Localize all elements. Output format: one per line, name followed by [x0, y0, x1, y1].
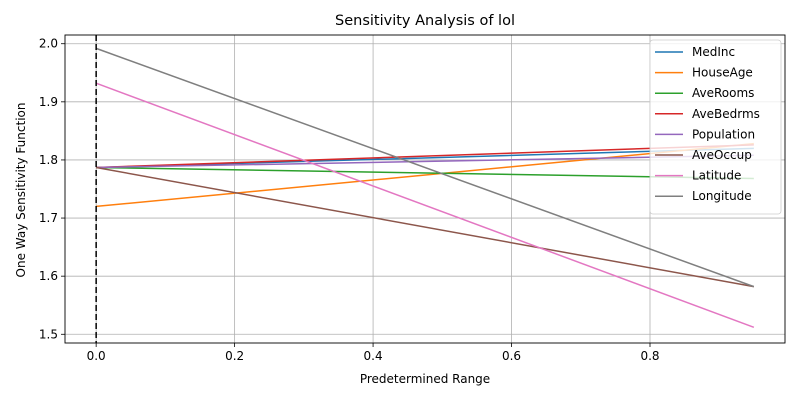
series-line-houseage [96, 142, 754, 208]
legend: MedInc HouseAge AveRooms AveBedrms Populatio… [649, 39, 782, 215]
x-axis-label: Predetermined Range [360, 372, 490, 386]
legend-label: AveBedrms [692, 107, 760, 121]
series-line-longitude [95, 47, 755, 288]
y-tick-label: 1.5 [39, 327, 58, 341]
x-tick-label: 0.6 [502, 349, 521, 363]
plot-series [95, 47, 755, 329]
legend-label: AveRooms [692, 86, 754, 100]
legend-label: Longitude [692, 189, 752, 203]
y-tick-label: 1.9 [39, 95, 58, 109]
legend-label: Population [692, 127, 755, 141]
series-line-averooms [96, 166, 754, 180]
series-line-latitude [95, 82, 755, 329]
y-axis-label: One Way Sensitivity Function [14, 103, 28, 278]
series-line-avebedrms [96, 144, 754, 169]
y-tick-label: 1.7 [39, 211, 58, 225]
legend-label: HouseAge [692, 66, 753, 80]
series-line-population [96, 154, 754, 169]
legend-box [649, 39, 782, 215]
y-tick-label: 2.0 [39, 37, 58, 51]
legend-label: Latitude [692, 169, 741, 183]
x-tick-label: 0.2 [225, 349, 244, 363]
legend-label: AveOccup [692, 148, 752, 162]
x-tick-label: 0.0 [87, 349, 106, 363]
x-tick-label: 0.8 [640, 349, 659, 363]
legend-label: MedInc [692, 45, 735, 59]
y-tick-label: 1.6 [39, 269, 58, 283]
axis-ticks: 0.0 0.2 0.4 0.6 0.8 1.5 1.6 1.7 1.8 1.9 2.0 [39, 37, 660, 363]
plot-frame [64, 34, 786, 344]
chart-title: Sensitivity Analysis of lol [335, 13, 515, 29]
series-line-aveoccup [96, 166, 754, 288]
x-tick-label: 0.4 [364, 349, 383, 363]
y-tick-label: 1.8 [39, 153, 58, 167]
